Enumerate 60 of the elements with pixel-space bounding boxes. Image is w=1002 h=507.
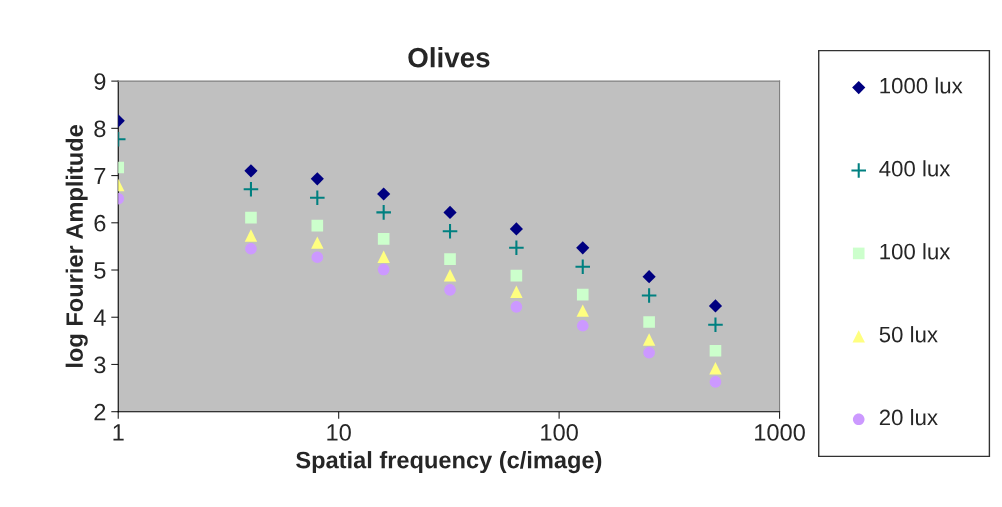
legend-label: 20 lux [879, 409, 938, 426]
y-tick-label: 2 [94, 403, 106, 421]
y-tick-label: 7 [94, 167, 106, 185]
point [643, 346, 655, 359]
y-tick-label: 8 [94, 120, 106, 138]
point [642, 270, 656, 284]
legend-label: 1000 lux [880, 77, 963, 94]
x-tick-label: 1000 [755, 424, 805, 441]
point [576, 319, 589, 332]
point [576, 288, 589, 301]
point [311, 236, 324, 249]
y-tick-label: 5 [94, 262, 106, 279]
point [576, 304, 589, 317]
point [377, 187, 391, 201]
y-tick-label: 3 [94, 356, 106, 374]
point [375, 204, 392, 221]
point [377, 233, 390, 245]
point [574, 258, 592, 276]
x-axis-title: Spatial frequency (c/image) [296, 451, 602, 474]
point [510, 285, 523, 298]
x-tick-label: 10 [327, 424, 351, 441]
point [308, 189, 326, 207]
point [708, 299, 723, 313]
y-tick-label: 6 [94, 214, 106, 232]
legend-label: 50 lux [879, 326, 938, 343]
legend-label: 100 lux [880, 243, 951, 260]
point [244, 164, 258, 178]
y-axis-title: log Fourier Amplitude [65, 125, 88, 367]
point [443, 205, 457, 219]
point [443, 269, 457, 282]
chart-title: Olives [408, 47, 490, 68]
point [643, 316, 655, 328]
point [444, 253, 456, 265]
point [441, 222, 459, 240]
point [311, 251, 324, 264]
point [245, 211, 257, 224]
point [311, 219, 324, 232]
point [509, 222, 523, 236]
y-tick-label: 4 [93, 309, 106, 326]
point [709, 362, 722, 375]
point [640, 287, 658, 304]
x-tick-label: 1 [113, 424, 124, 441]
legend-label: 400 lux [879, 160, 951, 177]
point [576, 241, 590, 255]
point [242, 180, 260, 198]
point [377, 263, 390, 276]
point [709, 344, 722, 357]
x-tick-label: 100 [541, 424, 578, 441]
point [642, 333, 656, 346]
point [310, 172, 324, 186]
y-tick-label: 9 [94, 73, 106, 90]
point [245, 242, 257, 255]
point [377, 250, 390, 263]
point [707, 316, 724, 334]
point [709, 376, 722, 388]
point [510, 301, 523, 313]
point [444, 284, 456, 296]
point [510, 269, 523, 282]
point [508, 239, 525, 257]
point [244, 229, 258, 242]
